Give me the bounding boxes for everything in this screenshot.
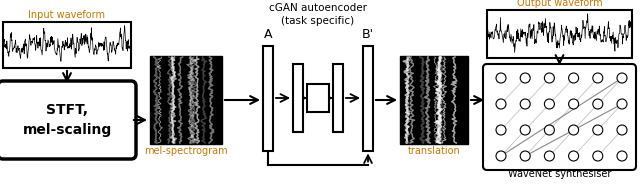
Circle shape (545, 125, 554, 135)
Circle shape (496, 151, 506, 161)
Circle shape (496, 99, 506, 109)
Circle shape (617, 73, 627, 83)
Circle shape (617, 151, 627, 161)
Circle shape (545, 73, 554, 83)
Circle shape (593, 151, 603, 161)
Circle shape (568, 73, 579, 83)
Bar (293, 64, 303, 132)
Text: mel-spectrogram: mel-spectrogram (144, 146, 228, 156)
Circle shape (545, 151, 554, 161)
Circle shape (617, 125, 627, 135)
Circle shape (520, 151, 530, 161)
Circle shape (593, 73, 603, 83)
Text: Input waveform: Input waveform (29, 10, 106, 20)
Circle shape (496, 125, 506, 135)
Text: STFT,
mel-scaling: STFT, mel-scaling (22, 103, 111, 137)
Bar (150, 56, 222, 144)
Bar (333, 64, 343, 132)
Text: WaveNet synthesiser: WaveNet synthesiser (508, 169, 611, 179)
Circle shape (593, 99, 603, 109)
FancyBboxPatch shape (483, 64, 636, 170)
Bar (307, 84, 329, 112)
Circle shape (545, 99, 554, 109)
Circle shape (520, 125, 530, 135)
Circle shape (568, 151, 579, 161)
Text: cGAN autoencoder
(task specific): cGAN autoencoder (task specific) (269, 3, 367, 26)
Circle shape (520, 99, 530, 109)
Text: Output waveform: Output waveform (516, 0, 602, 8)
Text: B': B' (362, 28, 374, 41)
Bar (263, 46, 273, 150)
Text: A: A (264, 28, 272, 41)
Bar (363, 46, 373, 150)
Circle shape (496, 73, 506, 83)
Bar (400, 56, 468, 144)
Bar (3, 22, 131, 68)
Circle shape (568, 99, 579, 109)
Text: translation: translation (408, 146, 460, 156)
Bar (487, 10, 632, 58)
Circle shape (520, 73, 530, 83)
Circle shape (568, 125, 579, 135)
FancyBboxPatch shape (0, 81, 136, 159)
Circle shape (593, 125, 603, 135)
Circle shape (617, 99, 627, 109)
